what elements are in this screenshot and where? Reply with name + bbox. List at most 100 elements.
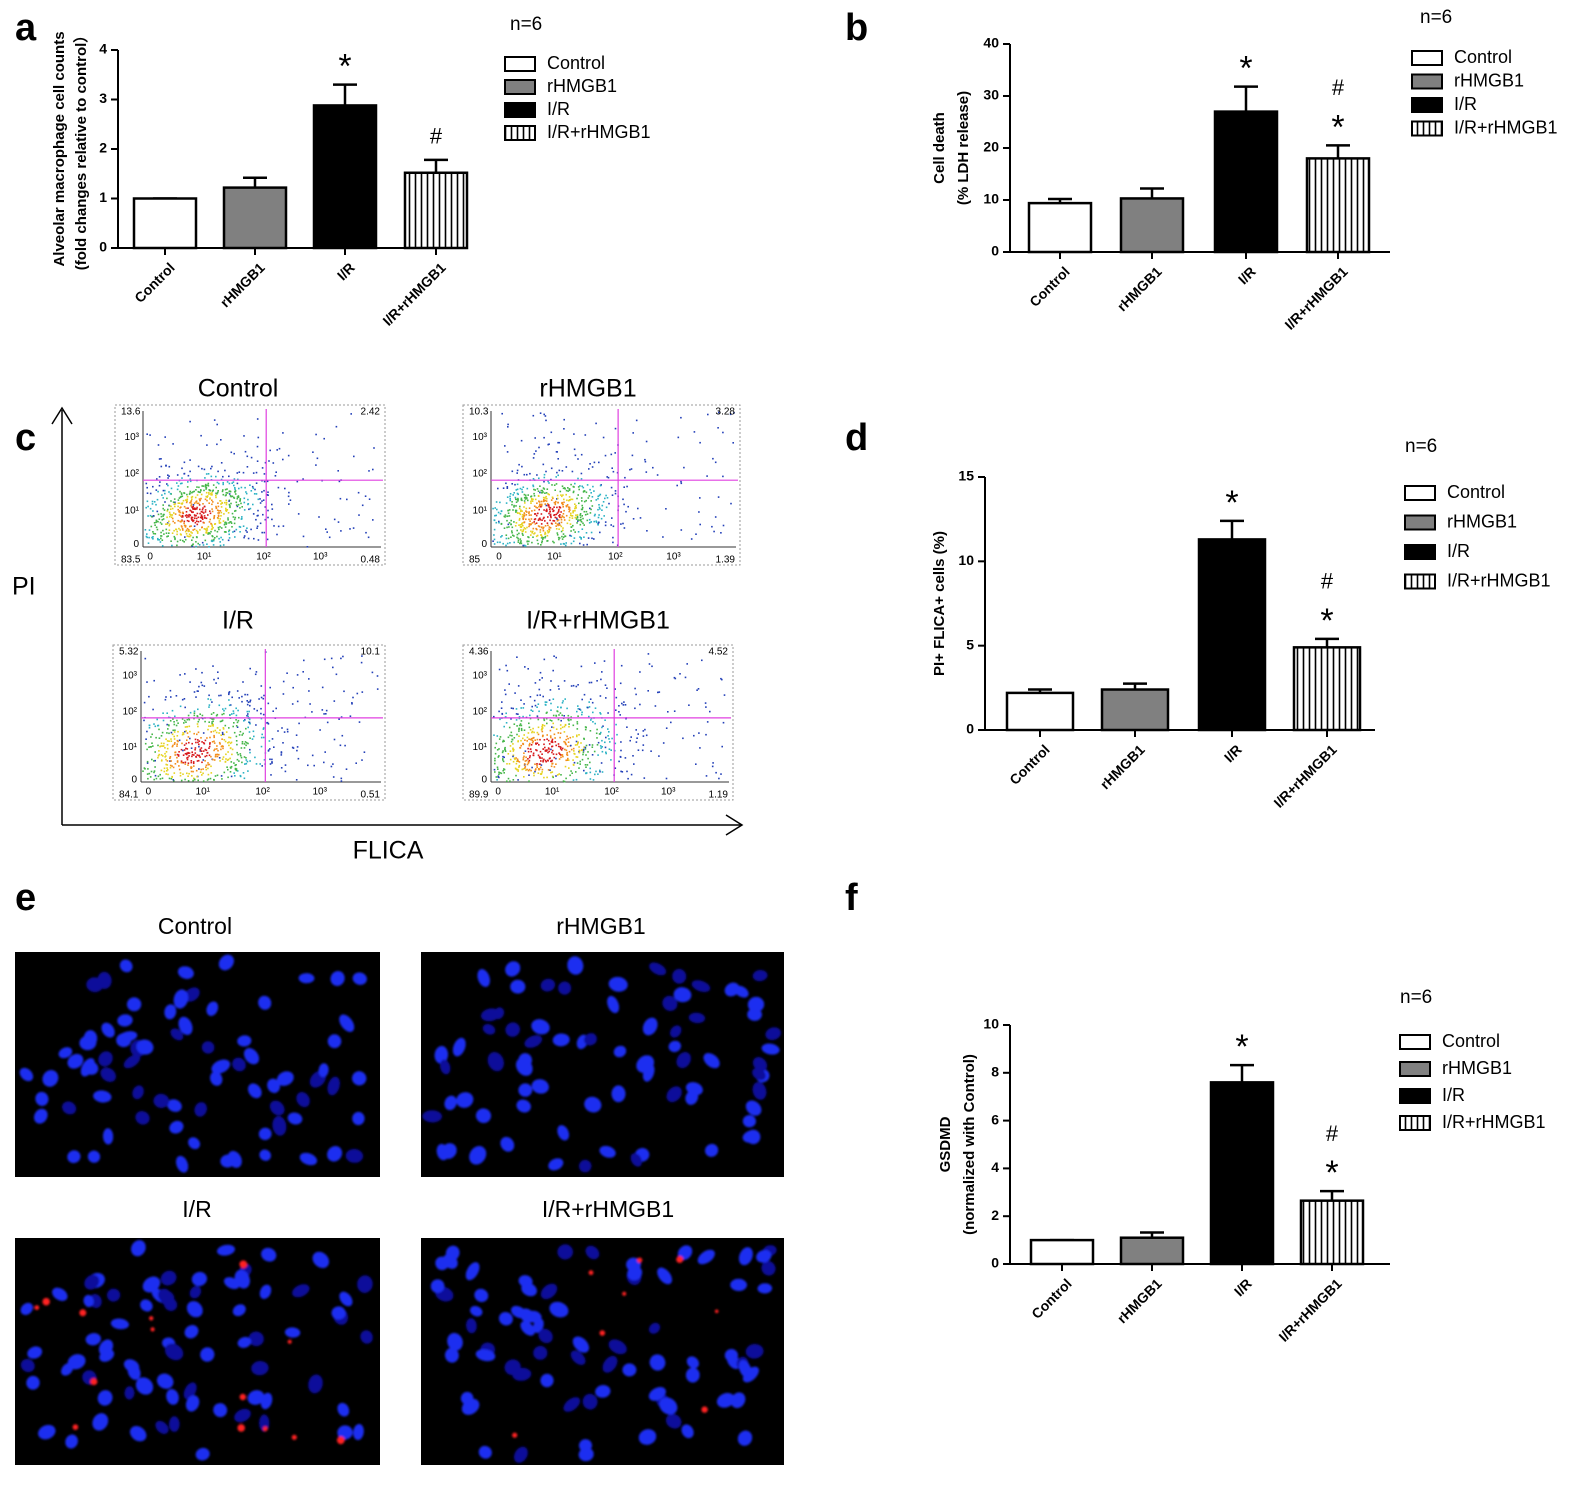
- event-dot: [526, 473, 528, 476]
- event-dot: [559, 724, 562, 726]
- nucleus: [299, 1152, 318, 1166]
- event-dot: [187, 764, 189, 766]
- event-dot: [186, 725, 189, 728]
- nucleus: [677, 1245, 693, 1260]
- event-dot: [166, 712, 168, 714]
- event-dot: [250, 490, 253, 492]
- event-dot: [499, 501, 501, 504]
- event-dot: [181, 477, 183, 479]
- event-dot: [205, 768, 208, 771]
- event-dot: [557, 745, 560, 748]
- event-dot: [607, 476, 610, 479]
- event-dot: [176, 719, 178, 722]
- event-dot: [233, 484, 235, 487]
- nucleus: [20, 1302, 33, 1316]
- event-dot: [507, 512, 510, 514]
- event-dot: [176, 540, 179, 543]
- event-dot: [157, 744, 159, 747]
- event-dot: [205, 483, 207, 486]
- event-dot: [328, 536, 331, 539]
- event-dot: [153, 778, 155, 781]
- event-dot: [507, 426, 509, 428]
- event-dot: [513, 757, 516, 760]
- event-dot: [171, 507, 174, 510]
- event-dot: [525, 756, 527, 759]
- event-dot: [197, 520, 200, 523]
- quadrant-value: 10.1: [361, 647, 381, 658]
- event-dot: [228, 699, 230, 701]
- event-dot: [175, 724, 178, 727]
- nucleus: [352, 1111, 365, 1126]
- event-dot: [516, 733, 518, 736]
- event-dot: [582, 749, 585, 752]
- event-dot: [551, 775, 554, 778]
- event-dot: [564, 698, 566, 700]
- event-dot: [541, 541, 543, 544]
- event-dot: [225, 492, 228, 494]
- nucleus: [505, 961, 521, 977]
- event-dot: [191, 751, 193, 753]
- event-dot: [552, 722, 554, 725]
- event-dot: [552, 698, 555, 700]
- event-dot: [158, 458, 161, 460]
- event-dot: [584, 746, 587, 749]
- event-dot: [537, 718, 540, 721]
- event-dot: [512, 509, 514, 511]
- event-dot: [196, 502, 199, 505]
- event-dot: [572, 510, 575, 512]
- event-dot: [530, 737, 533, 740]
- x-tick-label: I/R: [1231, 1275, 1255, 1299]
- nucleus: [360, 1330, 373, 1344]
- event-dot: [560, 706, 562, 709]
- nucleus: [93, 1090, 112, 1103]
- event-dot: [558, 752, 560, 754]
- event-dot: [516, 536, 518, 539]
- event-dot: [515, 762, 518, 765]
- event-dot: [161, 759, 163, 761]
- event-dot: [582, 522, 584, 525]
- event-dot: [619, 756, 622, 758]
- event-dot: [540, 544, 542, 546]
- event-dot: [236, 770, 239, 772]
- micrograph: [15, 1238, 380, 1465]
- legend-label: I/R+rHMGB1: [1454, 117, 1558, 137]
- event-dot: [526, 763, 529, 766]
- event-dot: [520, 529, 522, 531]
- event-dot: [529, 696, 532, 698]
- event-dot: [586, 513, 589, 515]
- event-dot: [257, 498, 260, 501]
- event-dot: [521, 488, 523, 491]
- event-dot: [560, 756, 562, 759]
- event-dot: [595, 520, 597, 522]
- event-dot: [566, 707, 568, 710]
- event-dot: [231, 526, 233, 528]
- event-dot: [186, 758, 189, 761]
- event-dot: [188, 516, 190, 518]
- event-dot: [264, 461, 267, 464]
- event-dot: [543, 739, 546, 741]
- event-dot: [536, 474, 538, 476]
- event-dot: [236, 505, 239, 508]
- event-dot: [524, 760, 527, 762]
- event-dot: [224, 494, 227, 497]
- legend-swatch: [1411, 50, 1443, 66]
- nucleus: [213, 1403, 228, 1418]
- event-dot: [193, 777, 195, 780]
- event-dot: [230, 761, 233, 763]
- event-dot: [211, 722, 213, 725]
- event-dot: [358, 721, 361, 723]
- event-dot: [555, 753, 558, 756]
- nucleus: [178, 1016, 193, 1036]
- nucleus: [649, 962, 667, 976]
- event-dot: [186, 519, 189, 522]
- event-dot: [230, 775, 233, 778]
- event-dot: [537, 494, 540, 497]
- x-tick-label: 10²: [604, 787, 619, 798]
- event-dot: [551, 508, 554, 511]
- event-dot: [254, 756, 256, 759]
- event-dot: [321, 686, 324, 689]
- event-dot: [270, 774, 272, 776]
- event-dot: [230, 502, 232, 505]
- event-dot: [690, 538, 693, 540]
